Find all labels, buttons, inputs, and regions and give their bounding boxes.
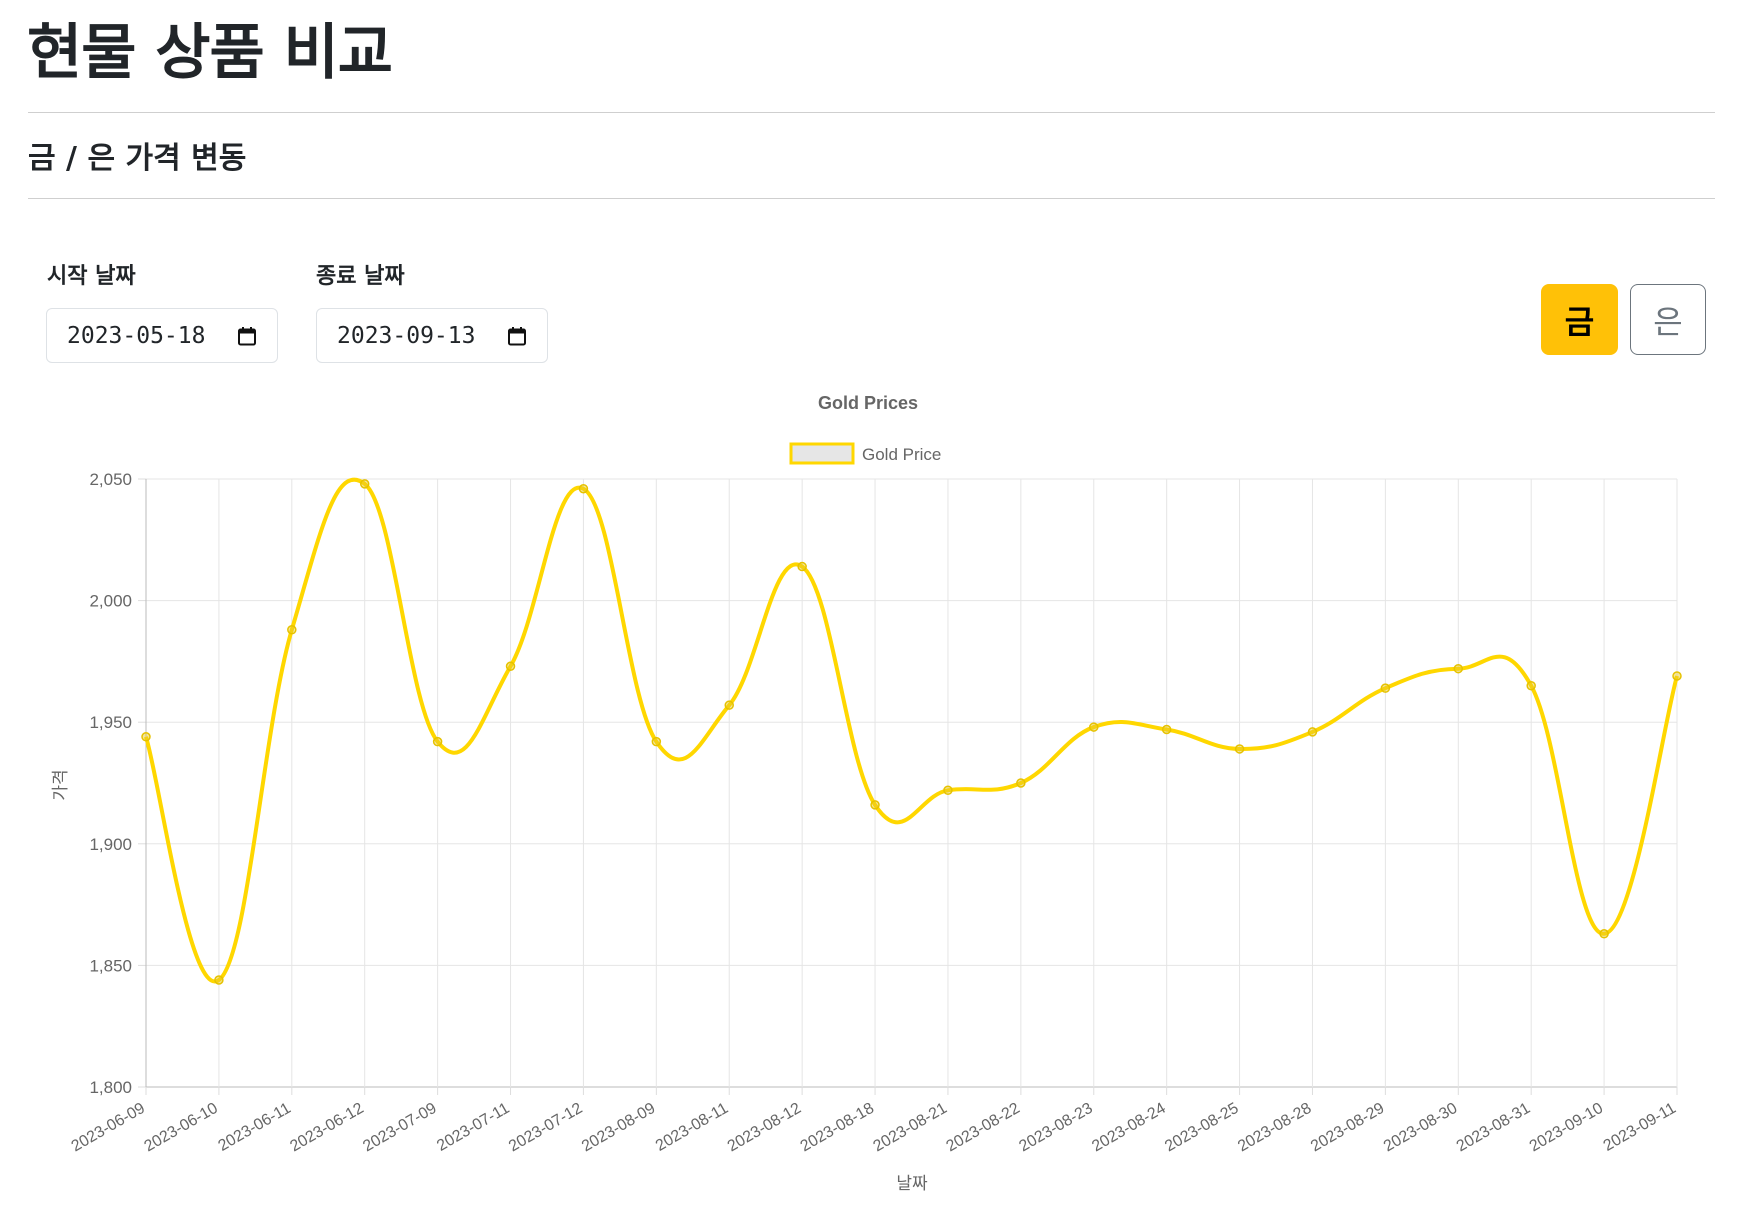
x-tick-label: 2023-08-09 — [579, 1100, 658, 1156]
x-tick-label: 2023-08-23 — [1016, 1100, 1095, 1156]
section-title: 금 / 은 가격 변동 — [28, 141, 247, 176]
data-point[interactable] — [214, 975, 224, 985]
x-tick-label: 2023-08-12 — [725, 1100, 804, 1156]
x-tick-label: 2023-08-25 — [1162, 1100, 1241, 1156]
legend-swatch — [789, 442, 855, 465]
gold-price-chart: Gold Prices Gold Price 1,8001,8501,9001,… — [51, 393, 1682, 1193]
data-point[interactable] — [432, 736, 443, 747]
start-date-input[interactable]: 2023-05-18 — [46, 308, 278, 363]
y-axis-title: 가격 — [51, 769, 70, 800]
data-point[interactable] — [578, 483, 589, 494]
data-point[interactable] — [1307, 727, 1318, 737]
x-tick-label: 2023-06-11 — [215, 1100, 293, 1155]
x-tick-label: 2023-06-09 — [69, 1100, 148, 1156]
x-tick-label: 2023-08-22 — [943, 1100, 1022, 1156]
y-tick-label: 1,850 — [89, 956, 132, 975]
x-tick-label: 2023-08-11 — [653, 1100, 731, 1155]
calendar-icon[interactable] — [237, 326, 257, 346]
series-line-gold-price — [144, 477, 1679, 984]
y-tick-label: 1,800 — [89, 1078, 132, 1097]
end-date-input[interactable]: 2023-09-13 — [316, 308, 548, 363]
data-point[interactable] — [1016, 778, 1026, 788]
x-axis-title: 날짜 — [896, 1174, 928, 1193]
x-tick-label: 2023-09-10 — [1527, 1100, 1606, 1156]
legend[interactable]: Gold Price — [789, 442, 941, 465]
data-points — [141, 479, 1682, 985]
grid — [138, 478, 1678, 1095]
x-tick-label: 2023-07-11 — [434, 1100, 512, 1155]
data-point[interactable] — [141, 732, 151, 742]
chart-title: Gold Prices — [818, 393, 918, 413]
x-tick-label: 2023-07-12 — [506, 1100, 585, 1156]
data-point[interactable] — [870, 800, 880, 810]
calendar-icon[interactable] — [507, 326, 527, 346]
data-point[interactable] — [943, 785, 953, 796]
data-point[interactable] — [1089, 722, 1099, 732]
data-point[interactable] — [1234, 744, 1245, 754]
start-date-value: 2023-05-18 — [67, 322, 206, 349]
y-tick-label: 2,000 — [89, 592, 132, 611]
x-tick-label: 2023-07-09 — [360, 1100, 439, 1156]
x-tick-label: 2023-08-29 — [1308, 1100, 1387, 1156]
end-date-value: 2023-09-13 — [337, 322, 476, 349]
section-divider — [28, 198, 1715, 199]
y-axis: 1,800 1,850 1,900 1,950 2,000 2,050 — [89, 470, 132, 1097]
title-divider — [28, 112, 1715, 113]
y-tick-label: 1,950 — [89, 713, 132, 732]
page-title: 현물 상품 비교 — [27, 18, 393, 88]
x-tick-label: 2023-09-11 — [1601, 1100, 1679, 1155]
data-point[interactable] — [724, 700, 734, 710]
x-tick-label: 2023-08-18 — [798, 1100, 877, 1156]
y-tick-label: 2,050 — [89, 470, 132, 489]
x-tick-label: 2023-08-30 — [1381, 1100, 1460, 1156]
x-tick-label: 2023-08-28 — [1235, 1100, 1314, 1156]
data-point[interactable] — [1672, 671, 1682, 681]
data-point[interactable] — [797, 561, 807, 572]
x-axis: 2023-06-092023-06-102023-06-112023-06-12… — [69, 1100, 1679, 1156]
silver-button[interactable]: 은 — [1630, 284, 1706, 355]
x-tick-label: 2023-08-24 — [1089, 1100, 1168, 1156]
data-point[interactable] — [287, 625, 297, 635]
data-point[interactable] — [1526, 680, 1536, 691]
start-date-label: 시작 날짜 — [47, 264, 136, 289]
x-tick-label: 2023-06-10 — [142, 1100, 221, 1156]
gold-button[interactable]: 금 — [1541, 284, 1618, 355]
legend-label: Gold Price — [862, 445, 941, 464]
y-tick-label: 1,900 — [89, 835, 132, 854]
data-point[interactable] — [505, 661, 516, 672]
x-tick-label: 2023-06-12 — [287, 1100, 366, 1156]
x-tick-label: 2023-08-21 — [871, 1100, 950, 1156]
data-point[interactable] — [1453, 663, 1464, 674]
data-point[interactable] — [1599, 929, 1609, 939]
data-point[interactable] — [1380, 683, 1391, 693]
end-date-label: 종료 날짜 — [316, 264, 405, 289]
data-point[interactable] — [359, 479, 370, 489]
data-point[interactable] — [1161, 724, 1172, 735]
data-point[interactable] — [651, 736, 662, 747]
x-tick-label: 2023-08-31 — [1454, 1100, 1533, 1156]
